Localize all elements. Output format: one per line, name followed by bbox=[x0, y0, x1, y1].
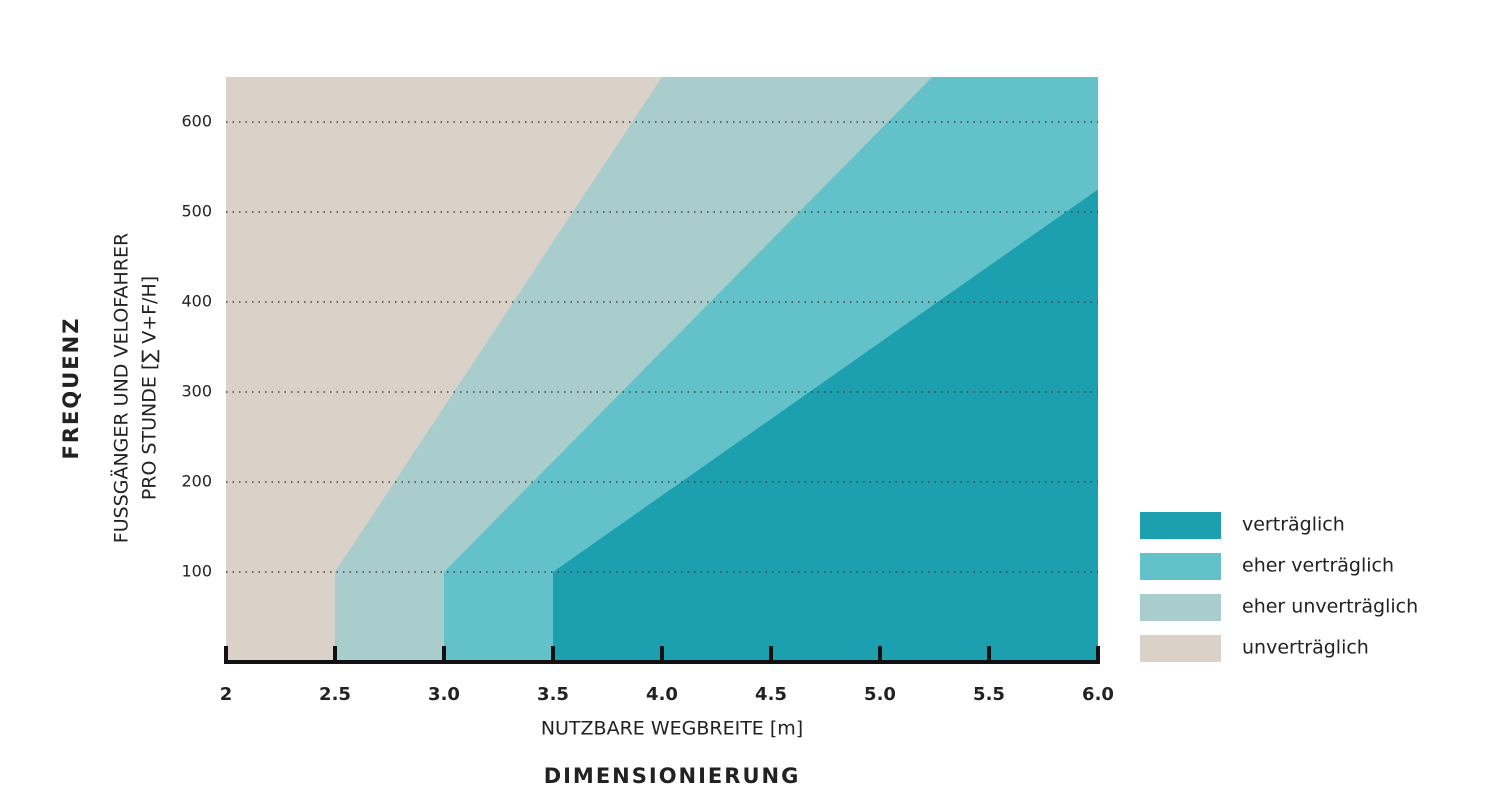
legend-label: eher verträglich bbox=[1242, 555, 1394, 577]
y-title: FREQUENZ bbox=[59, 317, 83, 460]
y-tick-label: 200 bbox=[181, 472, 212, 491]
x-tick-label: 2.5 bbox=[319, 684, 351, 705]
y-label: FUSSGÄNGER UND VELOFAHRER bbox=[110, 233, 133, 543]
legend-label: eher unverträglich bbox=[1242, 596, 1418, 618]
y-tick-label: 100 bbox=[181, 562, 212, 581]
area-region bbox=[553, 189, 1098, 662]
x-label: NUTZBARE WEGBREITE [m] bbox=[541, 718, 803, 740]
legend-label: verträglich bbox=[1242, 514, 1345, 536]
x-tick-label: 4.5 bbox=[755, 684, 787, 705]
x-tick-label: 3.0 bbox=[428, 684, 460, 705]
x-tick-label: 6.0 bbox=[1082, 684, 1114, 705]
x-tick-label: 5.5 bbox=[973, 684, 1005, 705]
x-tick-label: 3.5 bbox=[537, 684, 569, 705]
y-tick-label: 300 bbox=[181, 382, 212, 401]
legend-swatch bbox=[1140, 594, 1221, 621]
legend-swatch bbox=[1140, 512, 1221, 539]
legend-swatch bbox=[1140, 635, 1221, 662]
y-label: PRO STUNDE [∑ V+F/H] bbox=[139, 276, 161, 500]
legend-label: unverträglich bbox=[1242, 637, 1369, 659]
y-tick-label: 600 bbox=[181, 112, 212, 131]
y-tick-label: 400 bbox=[181, 292, 212, 311]
x-tick-label: 4.0 bbox=[646, 684, 678, 705]
y-tick-label: 500 bbox=[181, 202, 212, 221]
chart-title: DIMENSIONIERUNG bbox=[544, 764, 801, 788]
legend-swatch bbox=[1140, 553, 1221, 580]
x-tick-label: 2 bbox=[220, 684, 233, 705]
x-tick-label: 5.0 bbox=[864, 684, 896, 705]
